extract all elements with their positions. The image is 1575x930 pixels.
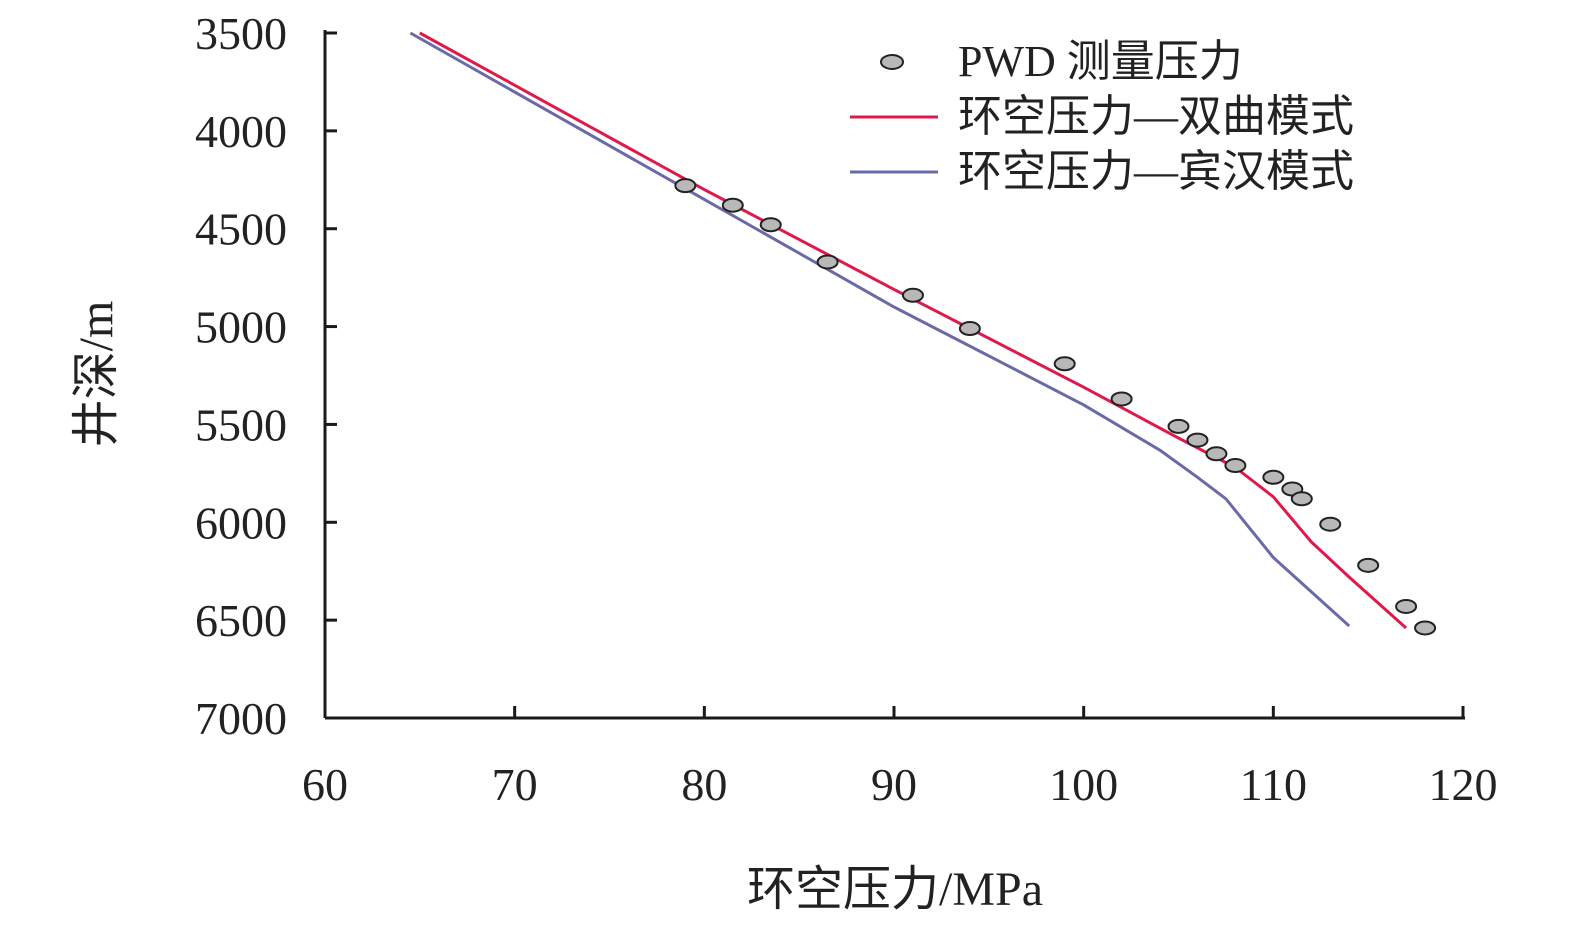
- pwd-point: [1167, 418, 1190, 434]
- y-tick-label: 7000: [195, 693, 287, 744]
- pwd-point: [816, 254, 839, 270]
- pwd-point: [1262, 469, 1285, 485]
- y-tick-label: 3500: [195, 8, 287, 59]
- pwd-point: [674, 178, 697, 194]
- legend-label-hyperbolic: 环空压力—双曲模式: [958, 92, 1354, 141]
- pwd-point: [1357, 557, 1380, 573]
- legend-label-bingham: 环空压力—宾汉模式: [958, 147, 1354, 196]
- legend: PWD 测量压力 环空压力—双曲模式 环空压力—宾汉模式: [850, 37, 1354, 196]
- y-tick-label: 5000: [195, 302, 287, 353]
- ticks: 60 70 80 90 100 110 120 3500 4000 4500 5000 5500 600…: [195, 8, 1498, 810]
- y-tick-label: 6000: [195, 497, 287, 548]
- pwd-point: [759, 217, 782, 233]
- x-tick-label: 110: [1240, 759, 1307, 810]
- pwd-point: [958, 321, 981, 337]
- x-tick-label: 100: [1049, 759, 1118, 810]
- y-axis-title: 井深/m: [70, 301, 123, 448]
- pwd-point: [1290, 491, 1313, 507]
- pwd-point: [1319, 516, 1342, 532]
- series-layer: [409, 31, 1437, 636]
- y-tick-label: 4000: [195, 106, 287, 157]
- series-line-bingham: [409, 31, 1351, 628]
- legend-label-pwd: PWD 测量压力: [958, 37, 1243, 86]
- legend-marker-pwd: [880, 54, 904, 70]
- y-tick-label: 5500: [195, 399, 287, 450]
- x-tick-label: 60: [302, 759, 348, 810]
- y-tick-label: 6500: [195, 595, 287, 646]
- pwd-point: [1205, 446, 1228, 462]
- x-tick-label: 120: [1429, 759, 1498, 810]
- x-tick-label: 80: [681, 759, 727, 810]
- y-tick-label: 4500: [195, 204, 287, 255]
- pwd-point: [721, 197, 744, 213]
- pwd-point: [901, 287, 924, 303]
- x-axis-title: 环空压力/MPa: [747, 863, 1043, 916]
- pwd-point: [1224, 458, 1247, 474]
- pwd-point: [1414, 620, 1437, 636]
- pwd-point: [1110, 391, 1133, 407]
- pwd-point: [1053, 356, 1076, 372]
- x-tick-label: 70: [492, 759, 538, 810]
- x-tick-label: 90: [871, 759, 917, 810]
- pwd-point: [1395, 598, 1418, 614]
- pwd-point: [1186, 432, 1209, 448]
